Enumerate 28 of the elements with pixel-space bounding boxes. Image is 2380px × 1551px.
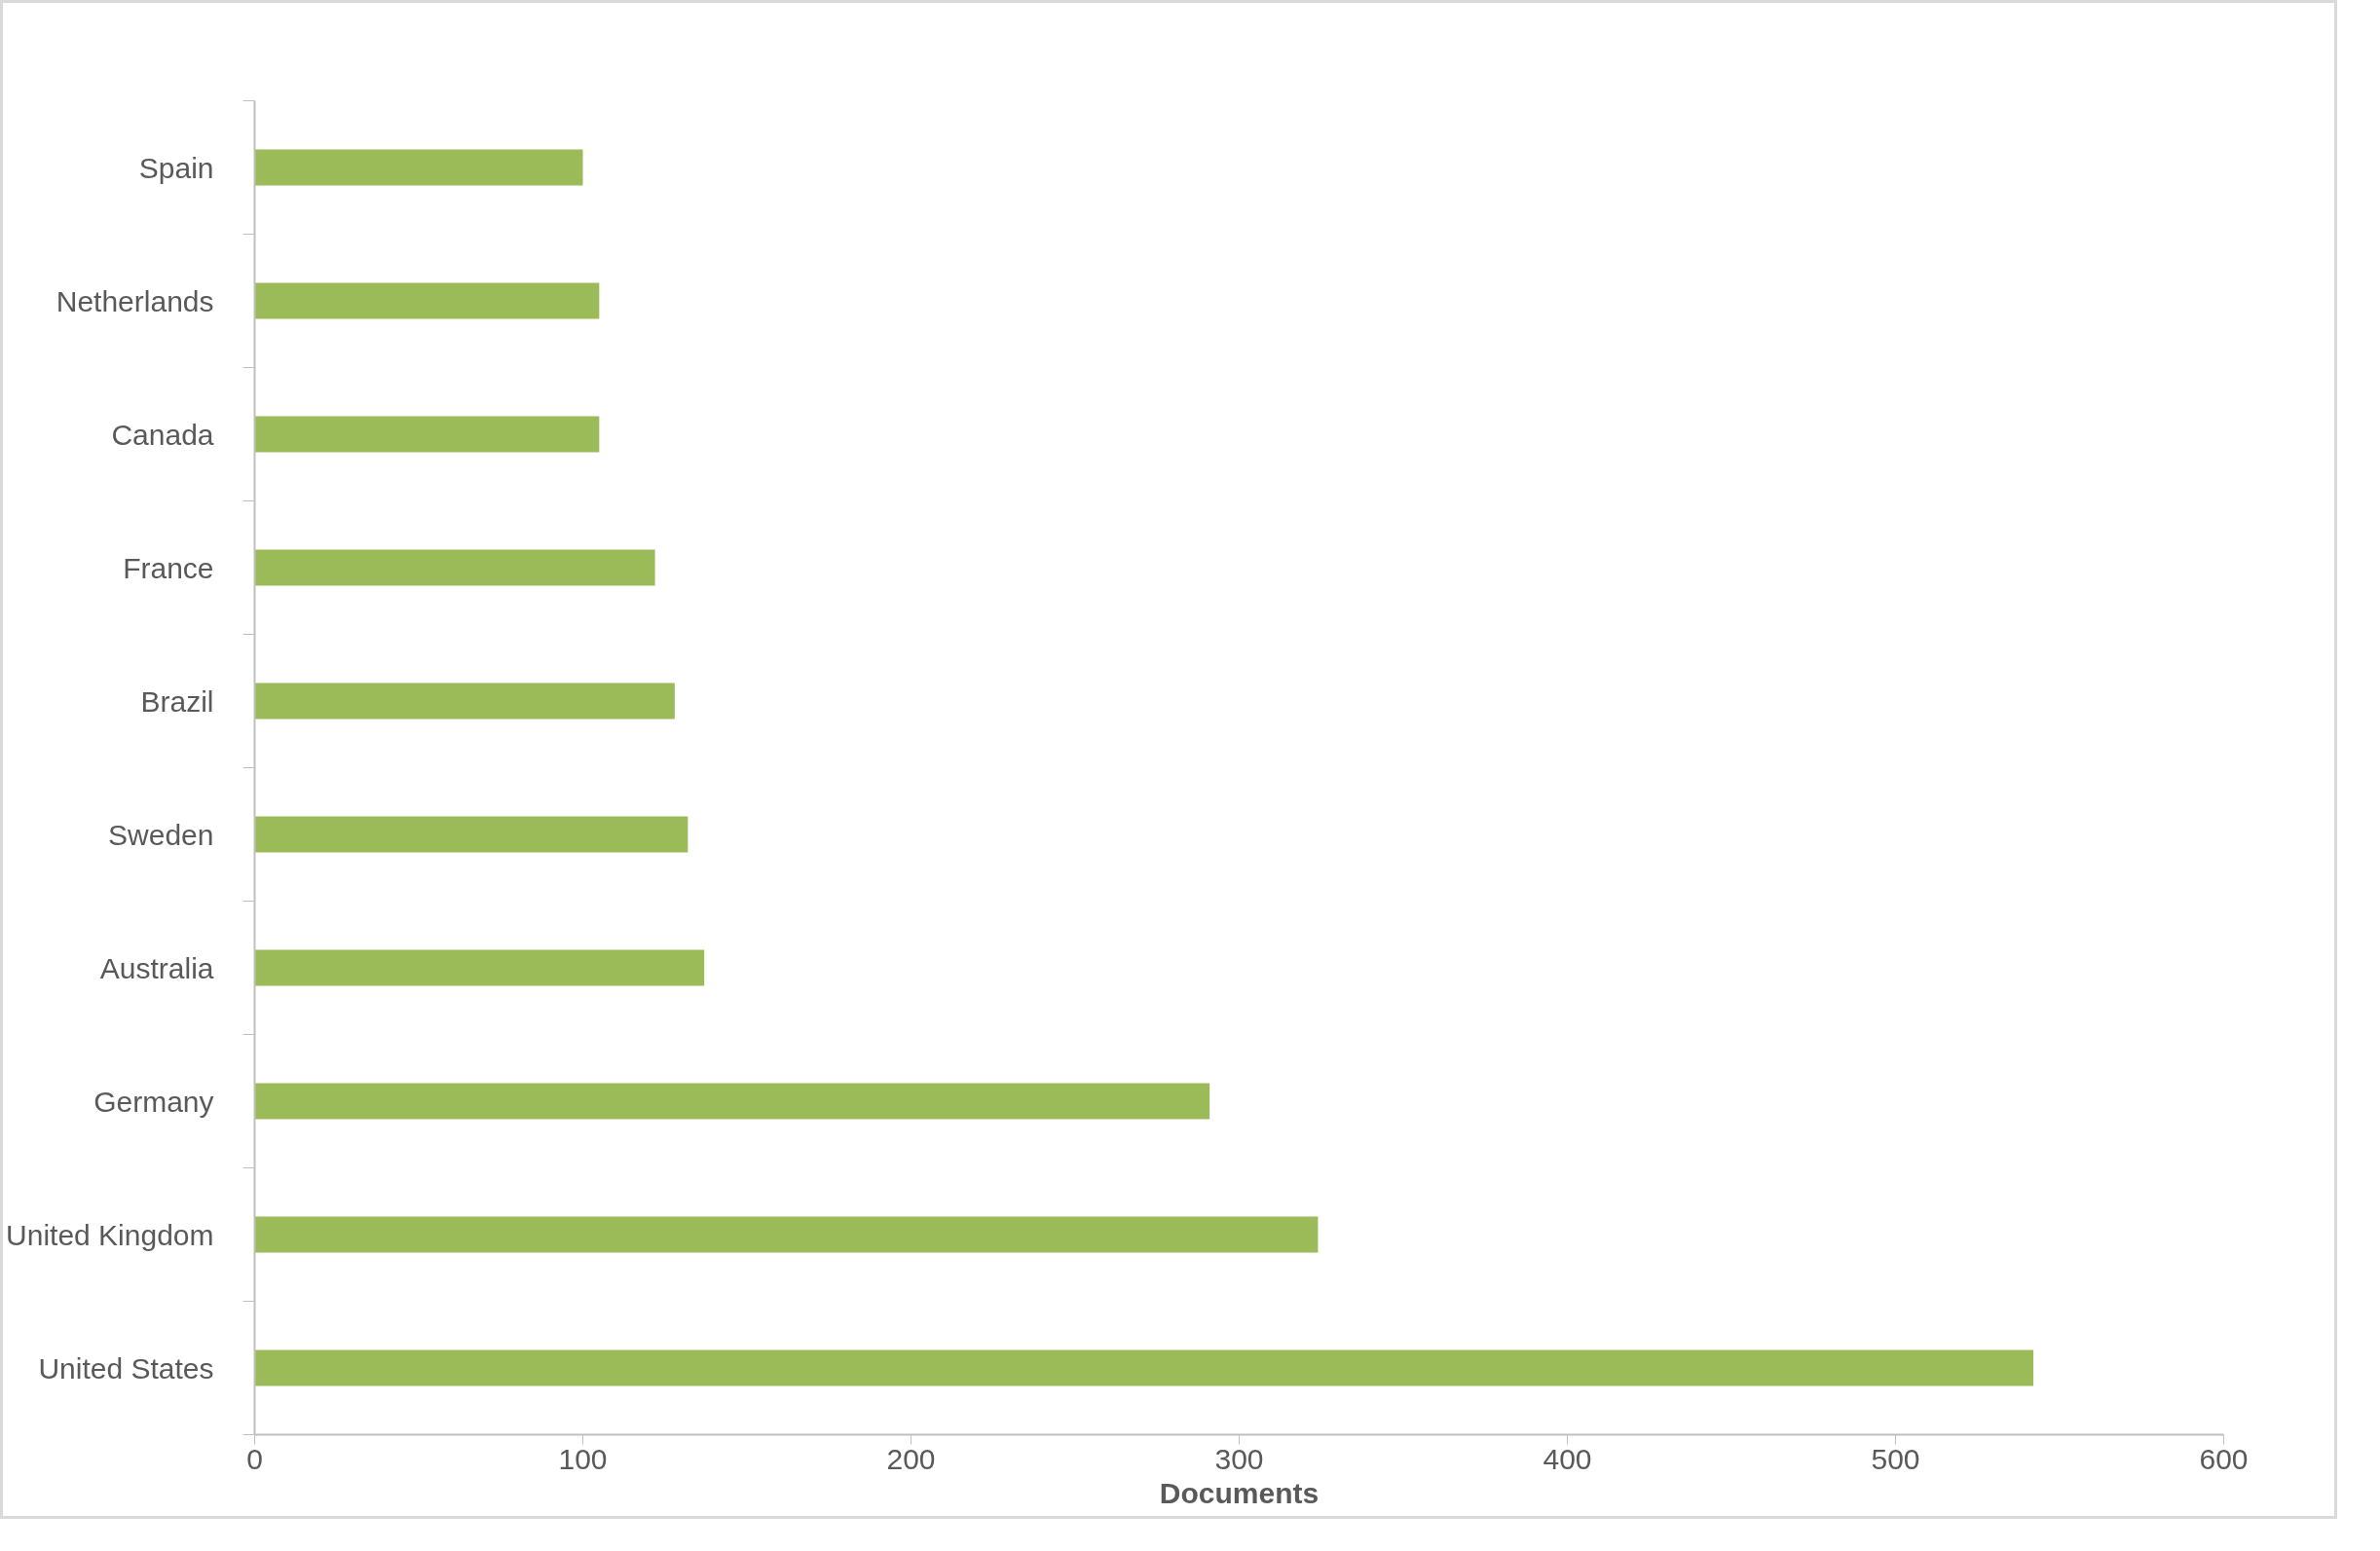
y-tick-label: United Kingdom bbox=[6, 1218, 214, 1251]
bar bbox=[254, 1349, 2034, 1386]
y-tick-label: France bbox=[123, 551, 214, 584]
x-axis-title: Documents bbox=[1159, 1476, 1320, 1509]
y-tick-label: United States bbox=[38, 1351, 214, 1385]
y-tick-label: Spain bbox=[138, 151, 214, 184]
bar bbox=[254, 149, 583, 186]
bar bbox=[254, 416, 600, 453]
bar bbox=[254, 1216, 1319, 1253]
bar bbox=[254, 282, 600, 319]
x-tick-label: 400 bbox=[1543, 1442, 1592, 1475]
y-tick-label: Australia bbox=[99, 951, 214, 984]
x-tick-label: 300 bbox=[1214, 1442, 1264, 1475]
x-tick-label: 500 bbox=[1871, 1442, 1920, 1475]
x-tick-label: 0 bbox=[246, 1442, 263, 1475]
bar bbox=[254, 683, 675, 720]
bar bbox=[254, 549, 655, 586]
bar bbox=[254, 816, 688, 853]
x-tick-label: 600 bbox=[2199, 1442, 2249, 1475]
y-tick-label: Netherlands bbox=[56, 284, 214, 317]
y-tick-label: Canada bbox=[111, 418, 214, 451]
bar bbox=[254, 949, 705, 986]
y-tick-label: Sweden bbox=[108, 818, 214, 851]
y-tick-label: Germany bbox=[93, 1085, 214, 1118]
x-tick-label: 100 bbox=[558, 1442, 608, 1475]
x-tick-label: 200 bbox=[886, 1442, 936, 1475]
y-tick-label: Brazil bbox=[140, 684, 214, 718]
bar bbox=[254, 1083, 1210, 1120]
